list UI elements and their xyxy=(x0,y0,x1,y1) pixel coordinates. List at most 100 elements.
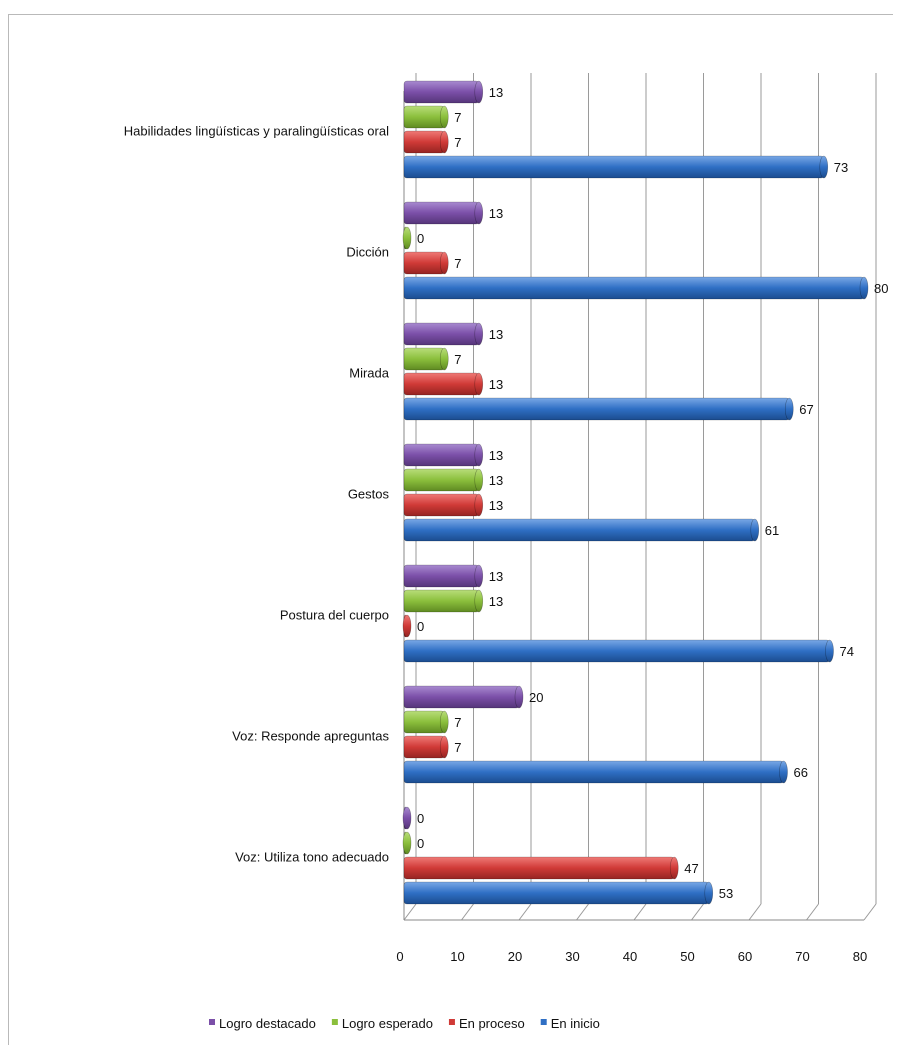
bar-logro-esperado xyxy=(402,831,412,855)
bar-cap xyxy=(474,493,484,517)
bar-en-proceso xyxy=(403,493,484,517)
data-label: 0 xyxy=(417,231,424,246)
bar-cap xyxy=(514,685,524,709)
x-tick-label: 40 xyxy=(623,949,637,964)
bar-logro-destacado xyxy=(403,322,484,346)
legend-swatch xyxy=(540,1019,547,1025)
bar-cap xyxy=(474,80,484,104)
data-label: 73 xyxy=(834,160,848,175)
data-label: 13 xyxy=(489,594,503,609)
bar-body xyxy=(403,589,480,613)
data-label: 7 xyxy=(454,740,461,755)
bar-en-inicio xyxy=(403,276,869,300)
bar-cap xyxy=(402,614,412,638)
gridline-floor-10 xyxy=(461,903,474,921)
bar-en-inicio xyxy=(403,639,834,663)
x-tick-label: 80 xyxy=(853,949,867,964)
bar-logro-destacado xyxy=(403,443,484,467)
bar-en-proceso xyxy=(403,130,449,154)
x-tick-label: 20 xyxy=(508,949,522,964)
bar-en-proceso xyxy=(403,372,484,396)
data-label: 0 xyxy=(417,811,424,826)
bar-en-inicio xyxy=(403,881,714,905)
bar-body xyxy=(403,372,480,396)
gridline-floor-40 xyxy=(633,903,647,921)
bar-cap xyxy=(704,881,714,905)
bar-cap xyxy=(474,443,484,467)
bar-body xyxy=(403,856,675,880)
bar-cap xyxy=(439,710,449,734)
bar-cap xyxy=(474,322,484,346)
data-label: 74 xyxy=(840,644,854,659)
bar-logro-esperado xyxy=(403,589,484,613)
data-label: 13 xyxy=(489,473,503,488)
bar-cap xyxy=(859,276,869,300)
bar-logro-destacado xyxy=(403,201,484,225)
bar-cap xyxy=(474,468,484,492)
data-label: 7 xyxy=(454,135,461,150)
bar-cap xyxy=(402,831,412,855)
bar-en-inicio xyxy=(403,397,794,421)
legend-label: En proceso xyxy=(459,1016,525,1031)
bar-body xyxy=(403,276,865,300)
data-label: 53 xyxy=(719,886,733,901)
data-label: 13 xyxy=(489,377,503,392)
bar-cap xyxy=(402,226,412,250)
bar-chart: Habilidades lingüísticas y paralingüísti… xyxy=(124,73,888,1031)
bar-logro-destacado xyxy=(403,685,524,709)
bar-en-inicio xyxy=(403,155,829,179)
bar-body xyxy=(403,518,756,542)
bar-en-proceso xyxy=(403,856,679,880)
x-tick-label: 70 xyxy=(795,949,809,964)
category-label: Habilidades lingüísticas y paralingüísti… xyxy=(124,124,389,139)
data-label: 13 xyxy=(489,448,503,463)
x-tick-label: 10 xyxy=(450,949,464,964)
bar-cap xyxy=(819,155,829,179)
bar-logro-destacado xyxy=(402,806,412,830)
bar-en-proceso xyxy=(403,251,449,275)
bar-cap xyxy=(439,735,449,759)
bar-body xyxy=(403,564,480,588)
bar-body xyxy=(403,685,520,709)
legend: Logro destacado Logro esperado En proceso E… xyxy=(209,1016,600,1031)
data-label: 13 xyxy=(489,85,503,100)
gridline-floor-80 xyxy=(863,903,877,921)
bar-body xyxy=(403,130,445,154)
bars xyxy=(402,80,869,905)
category-label: Mirada xyxy=(349,366,390,381)
bar-cap xyxy=(474,201,484,225)
data-label: 61 xyxy=(765,523,779,538)
data-label: 7 xyxy=(454,352,461,367)
bar-logro-esperado xyxy=(403,105,449,129)
data-label: 67 xyxy=(799,402,813,417)
legend-swatch xyxy=(448,1019,455,1025)
bar-cap xyxy=(825,639,834,663)
data-label: 13 xyxy=(489,327,503,342)
gridline-floor-70 xyxy=(806,903,819,921)
x-tick-label: 30 xyxy=(565,949,579,964)
bar-body xyxy=(403,397,790,421)
bar-cap xyxy=(439,251,449,275)
bar-logro-esperado xyxy=(403,347,449,371)
bar-body xyxy=(403,710,445,734)
data-label: 13 xyxy=(489,498,503,513)
data-label: 0 xyxy=(417,836,424,851)
bar-body xyxy=(403,760,784,784)
bar-cap xyxy=(669,856,679,880)
bar-body xyxy=(403,443,480,467)
bar-en-inicio xyxy=(403,518,760,542)
bar-body xyxy=(403,155,825,179)
data-label: 20 xyxy=(529,690,543,705)
bar-en-inicio xyxy=(403,760,788,784)
bar-logro-esperado xyxy=(403,710,449,734)
legend-swatch xyxy=(331,1019,338,1025)
data-label: 13 xyxy=(489,206,503,221)
gridline-floor-0 xyxy=(403,903,417,921)
data-label: 47 xyxy=(684,861,698,876)
bar-cap xyxy=(439,347,449,371)
bar-en-proceso xyxy=(403,735,449,759)
bar-cap xyxy=(474,564,484,588)
data-label: 13 xyxy=(489,569,503,584)
gridline-floor-50 xyxy=(691,903,704,921)
bar-en-proceso xyxy=(402,614,412,638)
